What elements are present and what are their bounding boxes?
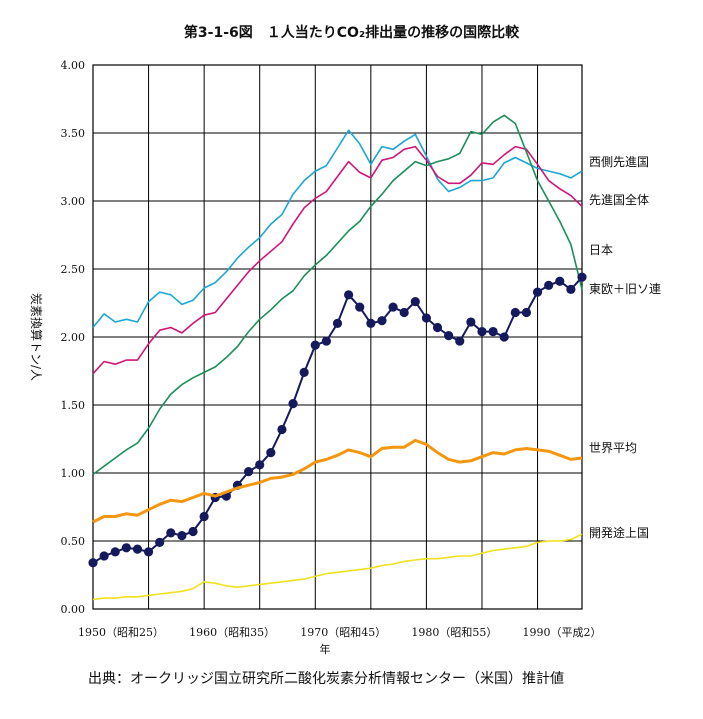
data-point (466, 317, 476, 327)
data-point (532, 287, 543, 297)
series-lines (88, 114, 587, 601)
data-point (277, 424, 287, 435)
series-label: 開発途上国 (589, 525, 649, 540)
data-point (377, 316, 387, 326)
data-point (143, 547, 154, 557)
series-label: 西側先進国 (589, 155, 649, 169)
data-point (321, 336, 331, 346)
data-point (510, 307, 520, 318)
data-point (566, 284, 576, 294)
series-line (92, 438, 583, 524)
y-tick-label: 0.50 (61, 535, 86, 548)
series-label: 日本 (589, 243, 613, 257)
data-point (88, 558, 98, 568)
data-point (444, 331, 454, 341)
x-tick-label: 1980（昭和55） (411, 626, 497, 639)
data-point (544, 280, 554, 290)
data-point (299, 367, 309, 377)
series-line (92, 114, 583, 476)
y-axis-label: 炭素換算トン/人 (29, 293, 44, 381)
series-line (92, 533, 583, 601)
y-tick-label: 2.00 (61, 331, 86, 344)
data-point (366, 318, 376, 328)
data-point (132, 544, 143, 554)
y-tick-label: 2.50 (61, 263, 86, 276)
data-point (555, 276, 565, 286)
data-point (577, 272, 587, 282)
source-note: 出典：オークリッジ国立研究所二酸化炭素分析情報センター（米国）推計値 (88, 671, 564, 687)
data-point (521, 307, 532, 318)
data-point (499, 332, 509, 342)
data-point (110, 547, 120, 557)
data-point (399, 307, 409, 318)
data-point (432, 322, 443, 333)
data-point (310, 340, 320, 350)
data-point (344, 290, 354, 300)
y-tick-label: 3.50 (61, 127, 86, 140)
y-tick-label: 1.00 (61, 467, 86, 480)
data-point (121, 543, 131, 553)
series-label: 世界平均 (589, 441, 637, 455)
plot-frame (92, 64, 583, 610)
data-point (166, 528, 176, 538)
data-point (488, 326, 498, 337)
data-point (255, 460, 265, 470)
data-point (266, 448, 276, 458)
data-point (99, 551, 109, 561)
x-axis-label: 年 (320, 642, 331, 656)
data-point (388, 302, 398, 312)
y-tick-label: 4.00 (61, 59, 86, 72)
series-label: 先進国全体 (589, 192, 649, 207)
data-point (155, 537, 165, 547)
data-point (188, 526, 198, 537)
data-point (455, 336, 465, 346)
data-point (288, 399, 298, 409)
axes: 0.00 0.50 1.00 1.50 2.00 2.50 3.00 3.50 4.00 1950… (29, 59, 602, 656)
y-tick-label: 0.00 (61, 603, 86, 616)
data-point (355, 302, 365, 312)
data-point (477, 326, 487, 337)
series-label: 東欧＋旧ソ連 (589, 282, 661, 296)
y-tick-label: 3.00 (61, 195, 86, 208)
data-point (410, 297, 420, 307)
data-point (332, 318, 343, 328)
y-tick-label: 1.50 (61, 399, 86, 412)
data-point (199, 511, 209, 522)
x-tick-label: 1960（昭和35） (189, 626, 275, 639)
series-line (92, 145, 583, 375)
chart-title: 第3-1-6図 １人当たりCO₂排出量の推移の国際比較 (183, 25, 520, 41)
data-point (177, 530, 187, 541)
data-point (421, 313, 432, 323)
x-tick-label: 1990（平成2） (523, 626, 602, 639)
data-point (243, 467, 254, 477)
x-tick-label: 1970（昭和45） (300, 626, 386, 639)
x-tick-label: 1950（昭和25） (78, 626, 164, 639)
series-line (92, 129, 583, 329)
